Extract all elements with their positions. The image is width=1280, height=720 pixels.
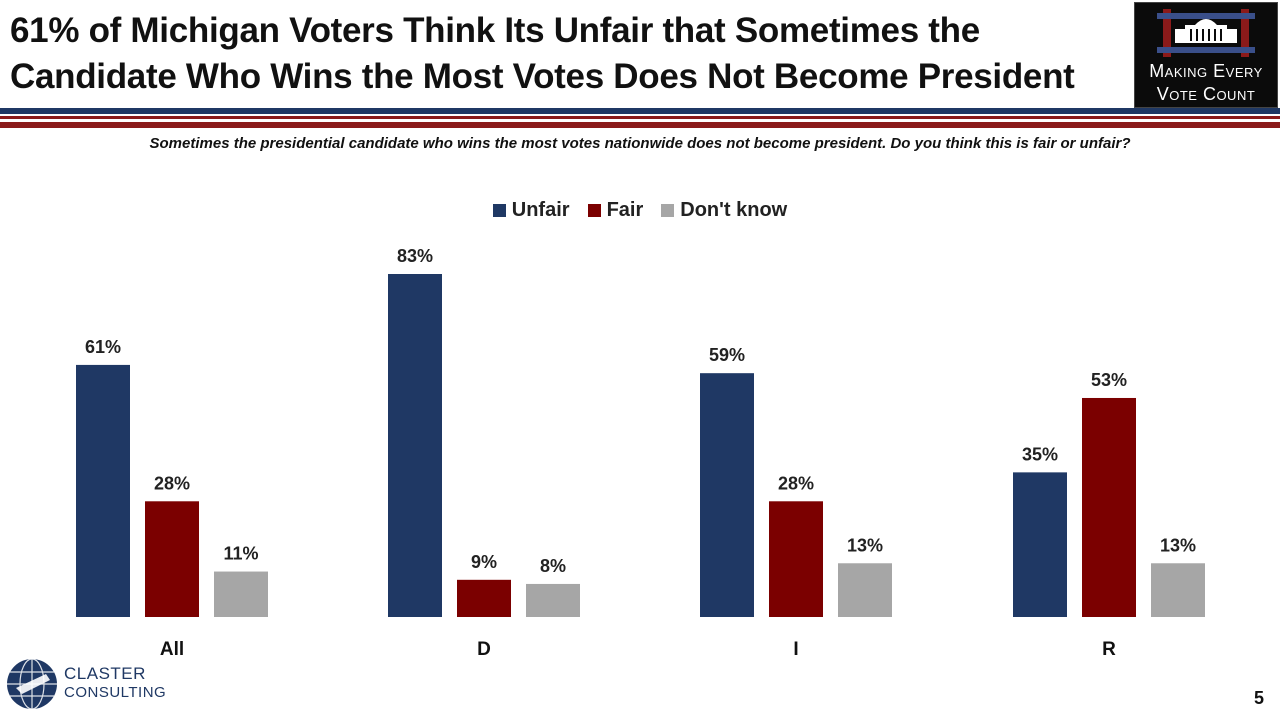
- page-title: 61% of Michigan Voters Think Its Unfair …: [10, 8, 1120, 100]
- data-label-r-don-t-know: 13%: [1160, 535, 1196, 555]
- logo-line-2: Vote Count: [1156, 84, 1256, 104]
- header-rule-red: [0, 116, 1280, 119]
- data-label-r-unfair: 35%: [1022, 444, 1058, 464]
- bar-d-fair: [457, 579, 511, 617]
- legend-item-unfair: Unfair: [492, 199, 570, 222]
- page-number: 5: [1253, 688, 1264, 708]
- bar-i-unfair: [700, 373, 754, 617]
- survey-question: Sometimes the presidential candidate who…: [149, 135, 1131, 152]
- bar-r-unfair: [1013, 472, 1067, 617]
- legend-swatch-dont-know: [661, 204, 675, 217]
- bar-d-unfair: [388, 274, 442, 617]
- legend-label-dont-know: Don't know: [680, 199, 788, 221]
- legend-swatch-fair: [587, 204, 601, 217]
- data-label-i-don-t-know: 13%: [847, 535, 883, 555]
- brand-line-2: CONSULTING: [64, 684, 167, 701]
- category-label-i: I: [793, 639, 798, 660]
- legend-item-dont-know: Don't know: [661, 199, 787, 222]
- globe-icon: [7, 658, 57, 710]
- bar-i-don-t-know: [838, 563, 892, 617]
- header-rule-red-2: [0, 122, 1280, 128]
- category-label-all: All: [160, 639, 184, 660]
- making-every-vote-count-logo: Making Every Vote Count: [1134, 2, 1278, 108]
- data-label-i-fair: 28%: [778, 473, 814, 493]
- bar-all-fair: [145, 501, 199, 617]
- category-label-r: R: [1102, 639, 1116, 660]
- data-label-i-unfair: 59%: [709, 345, 745, 365]
- data-label-d-fair: 9%: [471, 552, 497, 572]
- category-label-d: D: [477, 639, 491, 660]
- header-rule-gap: [0, 114, 1280, 116]
- bar-all-unfair: [76, 364, 130, 617]
- chart-legend: Unfair Fair Don't know: [0, 199, 1280, 222]
- legend-swatch-unfair: [492, 204, 506, 217]
- data-label-all-don-t-know: 11%: [223, 544, 258, 564]
- legend-item-fair: Fair: [587, 199, 644, 222]
- title-line-1: 61% of Michigan Voters Think Its Unfair …: [10, 11, 980, 50]
- data-label-all-unfair: 61%: [85, 337, 121, 357]
- white-house-icon: [1157, 9, 1255, 57]
- data-label-r-fair: 53%: [1091, 370, 1127, 390]
- brand-line-1: CLASTER: [64, 664, 146, 683]
- bar-d-don-t-know: [526, 583, 580, 617]
- legend-label-unfair: Unfair: [511, 199, 570, 221]
- data-label-all-fair: 28%: [154, 473, 190, 493]
- bar-all-don-t-know: [214, 571, 268, 617]
- bar-i-fair: [769, 501, 823, 617]
- title-line-2: Candidate Who Wins the Most Votes Does N…: [10, 57, 1075, 96]
- data-label-d-don-t-know: 8%: [540, 556, 566, 576]
- bar-r-fair: [1082, 397, 1136, 617]
- bar-r-don-t-know: [1151, 563, 1205, 617]
- header-rule-navy: [0, 108, 1280, 114]
- data-label-d-unfair: 83%: [397, 246, 433, 266]
- logo-line-1: Making Every: [1149, 61, 1263, 81]
- claster-consulting-logo: CLASTER CONSULTING: [6, 654, 166, 714]
- legend-label-fair: Fair: [606, 199, 644, 221]
